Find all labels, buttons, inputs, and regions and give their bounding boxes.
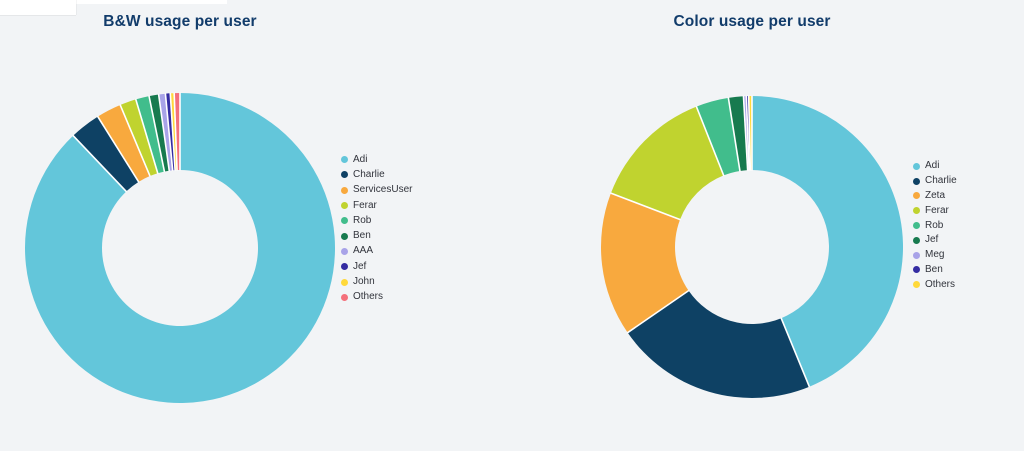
donut-slice-charlie[interactable] bbox=[627, 290, 810, 399]
legend-label: Meg bbox=[925, 249, 945, 261]
legend-dot-icon bbox=[913, 266, 920, 274]
slice-separator bbox=[169, 92, 176, 171]
donut-slice-jef[interactable] bbox=[728, 96, 748, 171]
legend-dot-icon bbox=[341, 171, 348, 179]
legend-label: Ferar bbox=[353, 199, 377, 211]
legend-dot-icon bbox=[913, 162, 920, 170]
legend-item-rob[interactable]: Rob bbox=[341, 213, 412, 228]
legend-item-charlie[interactable]: Charlie bbox=[341, 167, 412, 182]
legend-item-adi[interactable]: Adi bbox=[341, 152, 412, 167]
legend-item-charlie[interactable]: Charlie bbox=[913, 174, 957, 189]
slice-separator bbox=[173, 92, 178, 171]
legend-item-aaa[interactable]: AAA bbox=[341, 244, 412, 259]
slice-separator bbox=[164, 93, 174, 171]
legend-label: ServicesUser bbox=[353, 184, 413, 196]
donut-slice-ben[interactable] bbox=[149, 94, 170, 172]
legend-item-jef[interactable]: Jef bbox=[913, 233, 957, 248]
slice-separator bbox=[610, 192, 681, 221]
donut-slice-ferar[interactable] bbox=[120, 99, 158, 177]
legend-item-others[interactable]: Others bbox=[341, 290, 412, 305]
legend-label: Jef bbox=[353, 260, 367, 272]
slice-separator bbox=[96, 115, 140, 183]
page-corner-block bbox=[0, 0, 76, 15]
slice-separator bbox=[119, 104, 151, 177]
legend-item-others[interactable]: Others bbox=[913, 277, 957, 292]
slice-separator bbox=[72, 134, 128, 193]
slice-separator bbox=[157, 93, 171, 172]
legend-item-ben[interactable]: Ben bbox=[341, 228, 412, 243]
legend-dot-icon bbox=[341, 186, 348, 194]
slice-separator bbox=[134, 98, 159, 174]
donut-slice-zeta[interactable] bbox=[601, 193, 689, 333]
legend-dot-icon bbox=[913, 207, 920, 215]
donut-slice-servicesuser[interactable] bbox=[97, 104, 150, 182]
bw-donut-chart bbox=[25, 92, 336, 403]
legend-label: John bbox=[353, 276, 375, 288]
legend-label: AAA bbox=[353, 245, 374, 257]
legend-dot-icon bbox=[341, 263, 348, 271]
legend-label: Others bbox=[925, 278, 956, 290]
legend-item-zeta[interactable]: Zeta bbox=[913, 189, 957, 204]
page-corner-strip bbox=[0, 0, 227, 4]
legend-item-john[interactable]: John bbox=[341, 274, 412, 289]
slice-separator bbox=[695, 105, 725, 177]
legend-item-ferar[interactable]: Ferar bbox=[341, 198, 412, 213]
legend-label: Ben bbox=[353, 230, 371, 242]
legend-dot-icon bbox=[913, 236, 920, 244]
legend-label: Ferar bbox=[925, 204, 949, 216]
legend-dot-icon bbox=[341, 247, 348, 255]
donut-slice-aaa[interactable] bbox=[158, 93, 173, 171]
legend-label: Zeta bbox=[925, 189, 946, 201]
legend-item-rob[interactable]: Rob bbox=[913, 218, 957, 233]
legend-dot-icon bbox=[913, 222, 920, 230]
slice-separator bbox=[780, 317, 811, 388]
slice-separator bbox=[745, 95, 750, 171]
donut-slice-rob[interactable] bbox=[135, 96, 165, 174]
slice-separator bbox=[727, 97, 741, 172]
legend-dot-icon bbox=[913, 251, 920, 259]
legend-dot-icon bbox=[341, 278, 348, 286]
legend-label: Adi bbox=[925, 160, 940, 172]
legend-label: Rob bbox=[353, 214, 372, 226]
legend-item-servicesuser[interactable]: ServicesUser bbox=[341, 183, 412, 198]
legend-label: Others bbox=[353, 291, 384, 303]
legend-dot-icon bbox=[913, 192, 920, 200]
legend-dot-icon bbox=[341, 293, 348, 301]
legend-item-adi[interactable]: Adi bbox=[913, 159, 957, 174]
legend-dot-icon bbox=[341, 232, 348, 240]
legend-item-meg[interactable]: Meg bbox=[913, 248, 957, 263]
slice-separator bbox=[747, 95, 752, 171]
legend-label: Adi bbox=[353, 153, 368, 165]
donut-slice-adi[interactable] bbox=[752, 96, 904, 387]
legend-dot-icon bbox=[341, 156, 348, 164]
bw-chart-legend: Adi Charlie ServicesUser Ferar Rob Ben AAA Jef J… bbox=[341, 152, 412, 305]
color-chart-legend: Adi Charlie Zeta Ferar Rob Jef Meg Ben Others bbox=[913, 159, 957, 292]
legend-dot-icon bbox=[341, 202, 348, 210]
donut-slice-charlie[interactable] bbox=[73, 116, 139, 192]
legend-label: Jef bbox=[925, 234, 939, 246]
donut-slice-rob[interactable] bbox=[696, 97, 740, 176]
legend-label: Ben bbox=[925, 263, 943, 275]
legend-label: Rob bbox=[925, 219, 944, 231]
legend-label: Charlie bbox=[925, 175, 957, 187]
legend-item-ben[interactable]: Ben bbox=[913, 263, 957, 278]
legend-item-ferar[interactable]: Ferar bbox=[913, 203, 957, 218]
legend-dot-icon bbox=[913, 281, 920, 289]
legend-dot-icon bbox=[913, 177, 920, 185]
legend-dot-icon bbox=[341, 217, 348, 225]
legend-label: Charlie bbox=[353, 168, 385, 180]
legend-item-jef[interactable]: Jef bbox=[341, 259, 412, 274]
bw-chart-title: B&W usage per user bbox=[103, 13, 257, 30]
slice-separator bbox=[148, 95, 166, 173]
donut-slice-adi[interactable] bbox=[25, 93, 336, 403]
color-donut-chart bbox=[601, 95, 904, 399]
slice-separator bbox=[626, 289, 690, 334]
slice-separator bbox=[742, 95, 749, 171]
donut-slice-ferar[interactable] bbox=[610, 106, 724, 220]
color-chart-title: Color usage per user bbox=[673, 13, 831, 30]
